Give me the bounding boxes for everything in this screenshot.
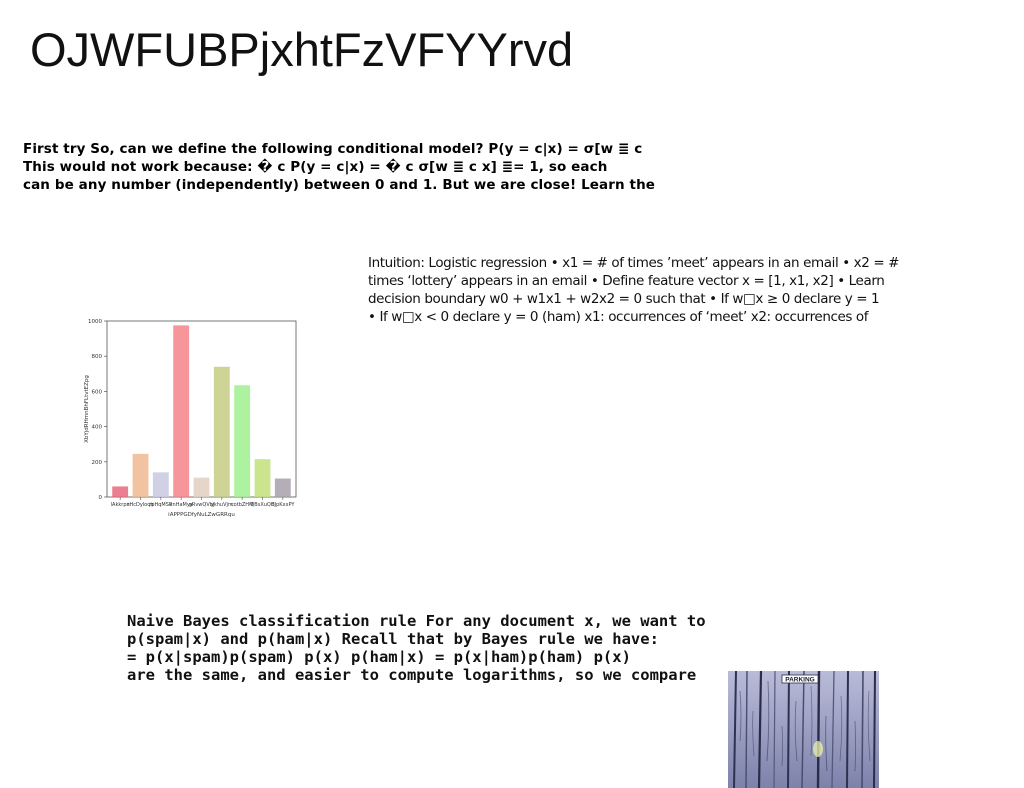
bar bbox=[173, 325, 190, 497]
text-line: First try So, can we define the followin… bbox=[23, 141, 643, 157]
fence-planks bbox=[733, 671, 876, 788]
y-tick-label: 400 bbox=[92, 425, 103, 431]
x-tick-label: QBsXuQH bbox=[250, 502, 275, 508]
x-tick-label: rpHqMSR bbox=[149, 502, 173, 508]
x-tick-label: BJpKxxPY bbox=[271, 502, 295, 508]
y-tick-label: 0 bbox=[99, 495, 103, 501]
page-title: OJWFUBPjxhtFzVFYYrvd bbox=[30, 23, 574, 76]
bar-chart: 0 200 400 600 800 1000 lAkkrpnrHcDyloqhrpHqMSR… bbox=[84, 319, 297, 518]
wooden-fence-photo: PARKING bbox=[728, 671, 879, 788]
y-tick-label: 200 bbox=[92, 460, 103, 466]
x-tick-label: xnHaMyv bbox=[170, 502, 193, 508]
bar bbox=[112, 486, 129, 497]
naive-bayes-text: Naive Bayes classification rule For any … bbox=[127, 612, 727, 684]
text-line: are the same, and easier to compute loga… bbox=[127, 666, 697, 684]
text-line: p(spam|x) and p(ham|x) Recall that by Ba… bbox=[127, 630, 659, 648]
logistic-regression-text: Intuition: Logistic regression • x1 = # … bbox=[368, 254, 958, 326]
bar bbox=[132, 453, 149, 497]
text-line: times ‘lottery’ appears in an email • De… bbox=[368, 273, 885, 289]
wood-texture bbox=[739, 680, 871, 772]
bar bbox=[274, 478, 291, 497]
bar bbox=[193, 477, 210, 497]
text-line: Intuition: Logistic regression • x1 = # … bbox=[368, 255, 900, 271]
x-tick-label: cotbZHM bbox=[231, 502, 253, 508]
y-axis-label: XbYjdRHmnBhFLtvtEZpg bbox=[84, 375, 90, 443]
text-line: = p(x|spam)p(spam) p(x) p(ham|x) = p(x|h… bbox=[127, 648, 631, 666]
light-spot bbox=[813, 741, 823, 757]
y-tick-label: 800 bbox=[92, 354, 103, 360]
bar bbox=[152, 472, 169, 497]
x-tick-label: rHcDyloqh bbox=[127, 502, 153, 508]
text-line: • If w□x < 0 declare y = 0 (ham) x1: occ… bbox=[368, 309, 869, 325]
sign-text: PARKING bbox=[785, 677, 815, 684]
x-tick-label: gRvwQVbj bbox=[189, 502, 215, 508]
y-tick-label: 600 bbox=[92, 389, 103, 395]
bar bbox=[234, 385, 251, 497]
x-tick-label: lAkkrpn bbox=[111, 502, 130, 508]
text-line: decision boundary w0 + w1x1 + w2x2 = 0 s… bbox=[368, 291, 880, 307]
text-line: Naive Bayes classification rule For any … bbox=[127, 612, 706, 630]
text-line: This would not work because: � c P(y = c… bbox=[23, 159, 608, 175]
sign bbox=[781, 674, 819, 684]
bar bbox=[213, 366, 230, 497]
conditional-model-text: First try So, can we define the followin… bbox=[23, 140, 703, 194]
text-line: can be any number (independently) betwee… bbox=[23, 177, 656, 193]
x-tick-label: ykhuVjm bbox=[211, 502, 233, 508]
bar bbox=[254, 459, 271, 497]
x-axis-label: iAPPPGDfyNuLZwGRRqu bbox=[168, 512, 235, 518]
y-tick-label: 1000 bbox=[88, 319, 102, 325]
